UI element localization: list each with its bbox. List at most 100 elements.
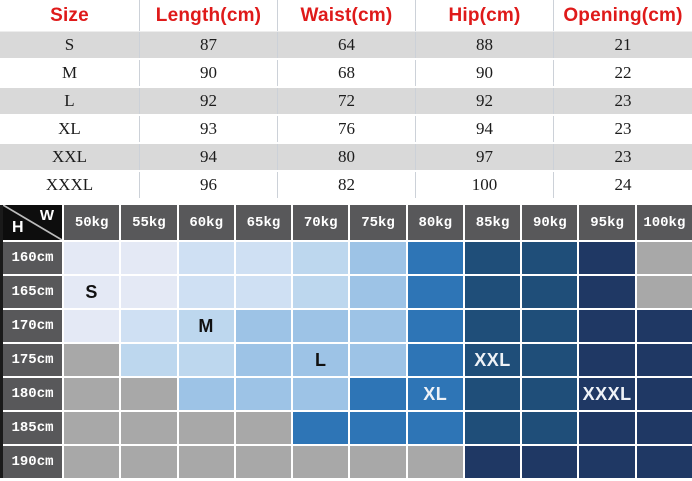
matrix-cell [64,344,120,376]
size-cell: 23 [614,147,632,166]
size-marker-cell: M [178,310,234,342]
matrix-cell [636,378,692,410]
matrix-cell [64,412,120,444]
size-row: S 87 64 88 21 [0,32,692,60]
matrix-cell [350,276,406,308]
matrix-cell [293,310,349,342]
height-header-cell: 165cm [3,276,62,308]
column-header: Length(cm) [140,0,278,31]
size-table-body: S 87 64 88 21 M 90 68 90 22 L 92 72 92 23 XL 93 76 94 23 XXL… [0,32,692,200]
matrix-cell [350,310,406,342]
matrix-cell [636,276,692,308]
size-cell: 23 [614,91,632,110]
size-marker-cell: XXL [464,344,521,376]
column-header: Hip(cm) [416,0,554,31]
weight-header-cell: 95kg [579,205,635,240]
size-cell: S [0,32,140,58]
size-cell: 94 [140,144,278,170]
matrix-cell [293,242,349,274]
matrix-cell [407,276,463,308]
matrix-cell [293,276,349,308]
weight-axis-letter: W [39,207,54,224]
matrix-cell [579,446,635,478]
matrix-cell [579,344,635,376]
height-weight-matrix: W H 50kg 55kg 60kg 65kg 70kg 75kg 80kg 85kg 90kg… [0,205,692,478]
matrix-cell [64,446,120,478]
size-cell: XXXL [0,172,140,198]
matrix-cell [121,412,177,444]
matrix-cell [121,446,177,478]
matrix-cell [522,344,578,376]
size-cell: 22 [614,63,632,82]
size-marker-cell: L [293,344,349,376]
size-cell: 21 [614,35,632,54]
matrix-cell [178,276,234,308]
size-cell: 92 [416,88,554,114]
size-table: Size Length(cm) Waist(cm) Hip(cm) Opening(cm… [0,0,692,200]
matrix-cell [522,242,578,274]
weight-header-cell: 80kg [407,205,463,240]
size-cell: 90 [140,60,278,86]
matrix-cell [464,446,521,478]
weight-header-cell: 75kg [350,205,406,240]
matrix-cell [579,276,635,308]
size-cell: 24 [614,175,632,194]
matrix-cell [293,378,349,410]
matrix-corner-cell: W H [3,205,62,240]
weight-header-cell: 50kg [64,205,120,240]
height-header-cell: 170cm [3,310,62,342]
size-cell: 82 [278,172,416,198]
matrix-cell [121,344,177,376]
matrix-cell [522,310,578,342]
size-cell: 93 [140,116,278,142]
height-header-cell: 180cm [3,378,62,410]
matrix-cell [407,446,463,478]
column-header: Waist(cm) [278,0,416,31]
matrix-cell [407,310,463,342]
matrix-cell [407,242,463,274]
size-row: M 90 68 90 22 [0,60,692,88]
size-cell: 80 [278,144,416,170]
matrix-cell [235,344,292,376]
matrix-cell [178,378,234,410]
matrix-cell [636,446,692,478]
size-cell: 23 [614,119,632,138]
weight-header-cell: 55kg [121,205,177,240]
matrix-cell [350,344,406,376]
matrix-cell [464,276,521,308]
size-cell: L [0,88,140,114]
matrix-cell [235,276,292,308]
matrix-cell [522,446,578,478]
size-cell: 76 [278,116,416,142]
matrix-cell [407,344,463,376]
matrix-cell [235,242,292,274]
height-axis-letter: H [12,219,24,236]
matrix-cell [350,446,406,478]
matrix-cell [350,378,406,410]
size-cell: XL [0,116,140,142]
matrix-cell [178,344,234,376]
matrix-cell [121,310,177,342]
matrix-cell [407,412,463,444]
weight-header-cell: 70kg [293,205,349,240]
size-cell: 97 [416,144,554,170]
matrix-cell [579,242,635,274]
matrix-cell [636,344,692,376]
size-cell: 92 [140,88,278,114]
size-cell: 68 [278,60,416,86]
matrix-cell [579,412,635,444]
height-header-cell: 160cm [3,242,62,274]
matrix-cell [178,412,234,444]
diagonal-divider-icon [3,205,62,240]
matrix-cell [121,276,177,308]
matrix-cell [350,412,406,444]
matrix-cell [464,242,521,274]
size-cell: 64 [278,32,416,58]
weight-header-cell: 90kg [522,205,578,240]
weight-header-cell: 65kg [235,205,292,240]
size-row: XXL 94 80 97 23 [0,144,692,172]
size-marker-cell: XXXL [579,378,635,410]
size-marker-cell: XL [407,378,463,410]
matrix-cell [235,378,292,410]
